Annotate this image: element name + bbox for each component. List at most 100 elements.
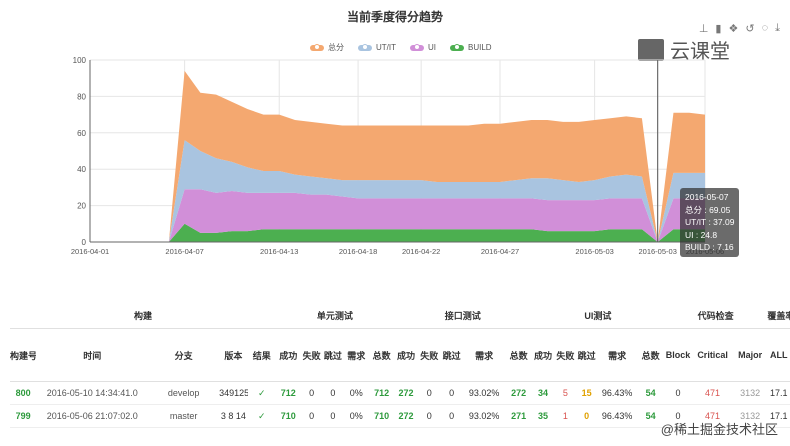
column-header: 构建号 (10, 328, 37, 382)
table-row[interactable]: 799 2016-05-06 21:07:02.0 master 3 8 14 ✓ 710… (10, 404, 790, 428)
y-tick-label: 60 (77, 129, 86, 138)
table-cell: 471 (692, 381, 733, 405)
column-header: 需求 (343, 328, 370, 382)
tooltip-line: UT/IT : 37.09 (685, 217, 735, 227)
table-cell: 0 (300, 404, 323, 428)
table-cell[interactable]: 800 (10, 381, 37, 405)
table-cell: 96.43% (596, 381, 638, 405)
restore-icon[interactable]: ↺ (745, 23, 755, 35)
table-cell: 710 (369, 404, 394, 428)
x-tick-label: 2016-04-18 (339, 247, 377, 256)
group-header: 接口测试 (393, 302, 532, 329)
y-tick-label: 40 (77, 165, 86, 174)
chart-title: 当前季度得分趋势 (346, 10, 443, 24)
table-cell: 3132 (732, 381, 768, 405)
build-table-wrapper: 构建单元测试接口测试UI测试代码检查覆盖率 构建号时间分支版本结果成功失败跳过需… (10, 302, 790, 428)
group-header-row: 构建单元测试接口测试UI测试代码检查覆盖率 (10, 302, 790, 329)
legend-label: 总分 (328, 43, 344, 52)
column-header: 时间 (36, 328, 149, 382)
column-header: 需求 (462, 328, 506, 382)
table-cell: 1 (554, 404, 577, 428)
chart-legend: 总分 UT/IT UI BUILD (310, 42, 492, 53)
table-cell: 272 (393, 381, 419, 405)
y-tick-label: 80 (77, 92, 86, 101)
tooltip-line: UI : 24.8 (685, 229, 718, 240)
stack-icon[interactable]: ❖ (728, 23, 739, 35)
legend-item-build[interactable]: BUILD (450, 42, 492, 53)
score-trend-chart: 0 20 40 60 80 100 2016-04-01 2016-04-07 2016-04-… (71, 56, 724, 256)
table-cell: 15 (576, 381, 597, 405)
table-cell: 271 (505, 404, 532, 428)
legend-item-total[interactable]: 总分 (310, 42, 344, 53)
legend-item-utit[interactable]: UT/IT (358, 42, 396, 53)
table-cell: 0 (418, 404, 441, 428)
column-header: 结果 (247, 328, 277, 382)
y-tick-label: 100 (73, 56, 87, 65)
table-cell: 17.1 (767, 381, 790, 405)
column-header: 失败 (554, 328, 577, 382)
legend-label: UI (428, 43, 436, 52)
table-cell: 93.02% (462, 381, 506, 405)
bottom-watermark: @稀土掘金技术社区 (660, 422, 778, 437)
table-cell: 0 (322, 381, 344, 405)
table-cell: 272 (505, 381, 532, 405)
x-tick-label: 2016-04-01 (71, 247, 109, 256)
table-cell: 17.1 (767, 404, 790, 428)
column-header: 失败 (300, 328, 323, 382)
sub-header-row: 构建号 时间 分支 版本 结果 成功 失败 跳过 需求 总数 成功 失败 跳过 需求 总数 成功 失败 跳过 需求总… (10, 328, 790, 382)
legend-swatch (410, 43, 424, 51)
x-tick-label: 2016-05-03 (639, 247, 677, 256)
table-cell: 471 (692, 404, 733, 428)
table-cell: 2016-05-06 21:07:02.0 (36, 404, 149, 428)
y-tick-label: 0 (82, 238, 87, 247)
column-header: ALL (767, 328, 790, 382)
legend-label: UT/IT (376, 43, 396, 52)
column-header: 总数 (505, 328, 532, 382)
table-cell: 0 (663, 404, 693, 428)
table-cell: 3 8 14 (219, 404, 248, 428)
column-header: Major (732, 328, 768, 382)
tooltip-line: BUILD : 7.16 (685, 242, 734, 252)
table-cell: ✓ (247, 381, 277, 405)
line-chart-icon[interactable]: ⊥ (698, 23, 709, 35)
group-header: UI测试 (531, 302, 664, 329)
table-cell: 0 (440, 404, 463, 428)
legend-swatch (450, 43, 464, 51)
legend-item-ui[interactable]: UI (410, 42, 436, 53)
table-cell: 96.43% (596, 404, 638, 428)
table-cell: 0 (576, 404, 597, 428)
column-header: 总数 (369, 328, 394, 382)
table-cell: 2016-05-10 14:34:41.0 (36, 381, 149, 405)
table-cell: 710 (276, 404, 301, 428)
legend-label: BUILD (468, 43, 492, 52)
area-build-series (90, 223, 705, 242)
table-cell: 0 (663, 381, 693, 405)
column-header: 需求 (596, 328, 638, 382)
table-cell: 0% (343, 381, 370, 405)
column-header: 成功 (276, 328, 301, 382)
column-header: Critical (692, 328, 733, 382)
table-cell: 35 (531, 404, 555, 428)
table-cell[interactable]: 799 (10, 404, 37, 428)
column-header: 失败 (418, 328, 441, 382)
table-cell: 93.02% (462, 404, 506, 428)
y-tick-label: 20 (77, 202, 86, 211)
table-cell: 3132 (732, 404, 768, 428)
logo-text: 云课堂 (670, 41, 730, 63)
column-header: 分支 (148, 328, 220, 382)
download-icon[interactable]: ⤓ (775, 22, 780, 34)
bar-chart-icon[interactable]: ▮ (715, 23, 722, 35)
column-header: 成功 (393, 328, 419, 382)
area-ui-series (90, 189, 705, 242)
table-row[interactable]: 800 2016-05-10 14:34:41.0 develop 349125 ✓ 71… (10, 381, 790, 405)
tooltip-date: 2016-05-07 (685, 192, 729, 202)
column-header: 总数 (637, 328, 664, 382)
table-cell: 0 (322, 404, 344, 428)
table-cell: 0 (440, 381, 463, 405)
table-cell: 54 (637, 404, 664, 428)
x-tick-label: 2016-04-22 (402, 247, 440, 256)
refresh-icon[interactable]: ◌ (761, 22, 769, 34)
group-header: 单元测试 (276, 302, 394, 329)
table-cell: master (148, 404, 220, 428)
table-cell: 349125 (219, 381, 248, 405)
